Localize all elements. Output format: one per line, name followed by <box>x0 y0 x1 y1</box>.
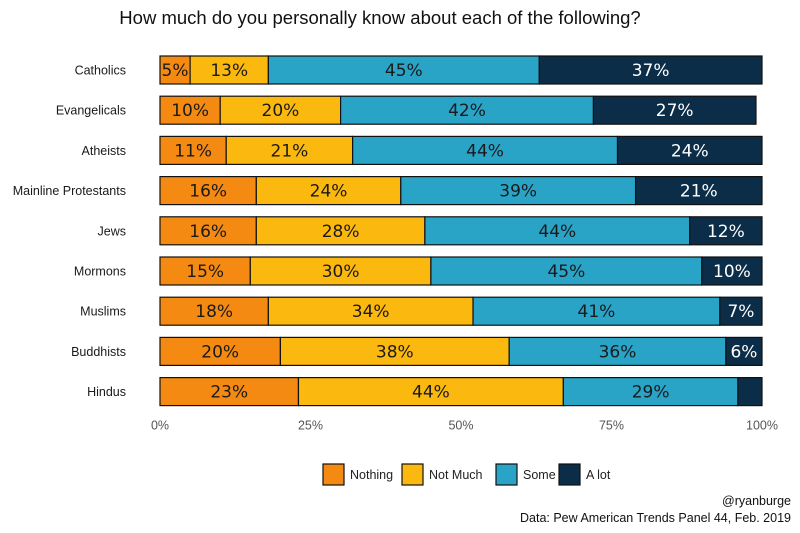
bar-catholics-not-much <box>189 55 269 85</box>
x-tick-label: 75% <box>599 419 624 433</box>
data-source: Data: Pew American Trends Panel 44, Feb.… <box>520 511 791 525</box>
bar-mormons-nothing <box>159 256 251 286</box>
data-label-jews-not-much: 28% <box>322 222 360 242</box>
data-label-muslims-a-lot: 7% <box>727 302 754 322</box>
category-label-catholics: Catholics <box>75 64 126 78</box>
bar-muslims-a-lot <box>719 296 763 326</box>
bar-evangelicals-nothing <box>159 95 221 125</box>
bar-atheists-a-lot <box>616 135 763 165</box>
bar-mormons-some <box>430 256 703 286</box>
x-tick-label: 0% <box>151 419 169 433</box>
legend-swatch-nothing <box>322 463 345 486</box>
bar-evangelicals-some <box>340 95 595 125</box>
data-label-mainline-protestants-a-lot: 21% <box>680 182 718 202</box>
data-label-atheists-nothing: 11% <box>174 141 212 161</box>
bar-mainline-protestants-nothing <box>159 176 257 206</box>
data-label-buddhists-some: 36% <box>599 342 637 362</box>
bar-evangelicals-not-much <box>219 95 342 125</box>
data-label-catholics-nothing: 5% <box>162 61 189 81</box>
bar-jews-a-lot <box>689 216 763 246</box>
category-label-buddhists: Buddhists <box>71 345 126 359</box>
data-label-buddhists-not-much: 38% <box>376 342 414 362</box>
bar-mainline-protestants-not-much <box>255 176 402 206</box>
bar-jews-nothing <box>159 216 257 246</box>
bar-buddhists-a-lot <box>725 336 763 366</box>
data-label-evangelicals-nothing: 10% <box>171 101 209 121</box>
bar-catholics-some <box>267 55 540 85</box>
data-label-jews-some: 44% <box>538 222 576 242</box>
data-label-catholics-a-lot: 37% <box>632 61 670 81</box>
data-label-evangelicals-some: 42% <box>448 101 486 121</box>
category-label-atheists: Atheists <box>82 144 126 158</box>
x-tick-label: 50% <box>448 419 473 433</box>
bar-hindus-a-lot <box>737 377 763 407</box>
legend: Nothing Not Much Some A lot <box>322 463 611 486</box>
legend-label-some: Some <box>523 468 556 482</box>
data-label-hindus-some: 29% <box>632 383 670 403</box>
data-label-muslims-some: 41% <box>578 302 616 322</box>
legend-swatch-not-much <box>401 463 424 486</box>
bar-jews-not-much <box>255 216 426 246</box>
category-label-mainline-protestants: Mainline Protestants <box>13 184 126 198</box>
category-label-hindus: Hindus <box>87 385 126 399</box>
data-label-muslims-not-much: 34% <box>352 302 390 322</box>
data-label-buddhists-a-lot: 6% <box>730 342 757 362</box>
legend-label-not-much: Not Much <box>429 468 483 482</box>
category-label-muslims: Muslims <box>80 305 126 319</box>
data-label-buddhists-nothing: 20% <box>201 342 239 362</box>
bars: 5% 13% 45% 37% 10% 20% 42% 27% 11% 21% 44% 24% 16% 24… <box>159 55 763 407</box>
bar-mormons-a-lot <box>701 256 763 286</box>
category-labels: Catholics Evangelicals Atheists Mainline Pr… <box>13 64 126 400</box>
bar-buddhists-nothing <box>159 336 282 366</box>
data-label-mormons-a-lot: 10% <box>713 262 751 282</box>
chart-title: How much do you personally know about ea… <box>119 7 640 28</box>
data-label-jews-nothing: 16% <box>189 222 227 242</box>
data-label-mainline-protestants-some: 39% <box>499 182 537 202</box>
data-label-hindus-nothing: 23% <box>210 383 248 403</box>
bar-mainline-protestants-a-lot <box>634 176 763 206</box>
bar-mormons-not-much <box>249 256 432 286</box>
x-tick-label: 25% <box>298 419 323 433</box>
legend-label-nothing: Nothing <box>350 468 393 482</box>
bar-hindus-some <box>562 377 739 407</box>
x-tick-label: 100% <box>746 419 778 433</box>
bar-jews-some <box>424 216 691 246</box>
data-label-atheists-a-lot: 24% <box>671 141 709 161</box>
x-axis: 0% 25% 50% 75% 100% <box>151 419 778 433</box>
data-label-mormons-nothing: 15% <box>186 262 224 282</box>
data-label-mainline-protestants-not-much: 24% <box>310 182 348 202</box>
bar-hindus-not-much <box>297 377 564 407</box>
legend-swatch-some <box>495 463 518 486</box>
author-handle: @ryanburge <box>722 494 791 508</box>
data-label-mormons-some: 45% <box>547 262 585 282</box>
bar-atheists-not-much <box>225 135 354 165</box>
data-label-mainline-protestants-nothing: 16% <box>189 182 227 202</box>
bar-evangelicals-a-lot <box>592 95 757 125</box>
data-label-evangelicals-not-much: 20% <box>262 101 300 121</box>
legend-label-a-lot: A lot <box>586 468 611 482</box>
data-label-hindus-not-much: 44% <box>412 383 450 403</box>
category-label-jews: Jews <box>98 224 126 238</box>
data-label-atheists-some: 44% <box>466 141 504 161</box>
data-label-jews-a-lot: 12% <box>707 222 745 242</box>
data-label-mormons-not-much: 30% <box>322 262 360 282</box>
bar-atheists-nothing <box>159 135 227 165</box>
category-label-evangelicals: Evangelicals <box>56 104 126 118</box>
bar-muslims-some <box>472 296 721 326</box>
data-label-atheists-not-much: 21% <box>271 141 309 161</box>
bar-muslims-nothing <box>159 296 269 326</box>
data-label-catholics-not-much: 13% <box>210 61 248 81</box>
data-label-muslims-nothing: 18% <box>195 302 233 322</box>
data-label-evangelicals-a-lot: 27% <box>656 101 694 121</box>
data-label-catholics-some: 45% <box>385 61 423 81</box>
legend-swatch-a-lot <box>558 463 581 486</box>
category-label-mormons: Mormons <box>74 265 126 279</box>
bar-catholics-a-lot <box>538 55 763 85</box>
bar-buddhists-some <box>508 336 727 366</box>
bar-catholics-nothing <box>159 55 191 85</box>
